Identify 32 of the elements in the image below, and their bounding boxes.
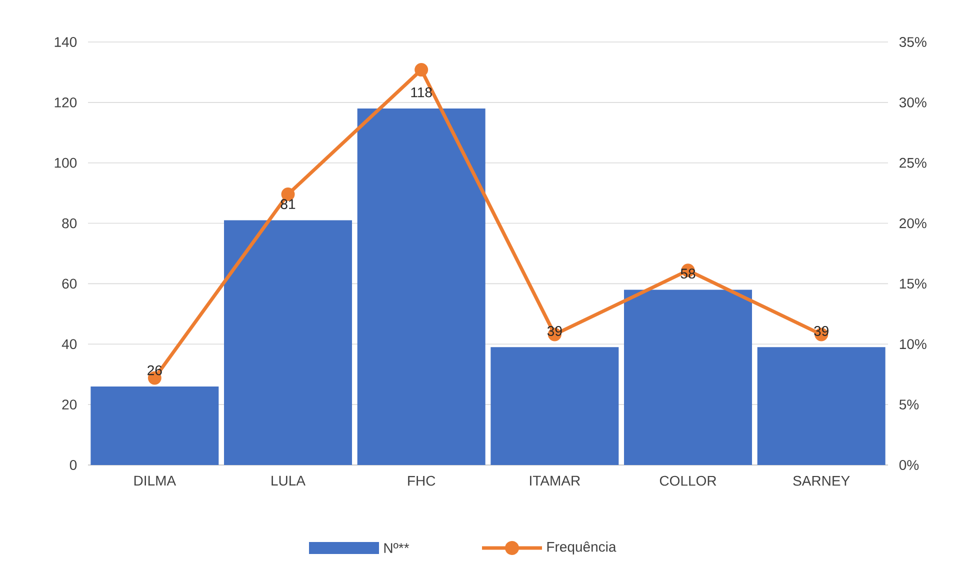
bar — [224, 220, 352, 465]
x-tick-label: FHC — [408, 476, 436, 486]
legend-label: Frequência — [547, 541, 616, 555]
legend-label: Nº** — [384, 543, 410, 553]
y-tick-label: 60 — [62, 278, 77, 289]
y-tick-label: 0 — [70, 460, 77, 470]
y-tick-label: 80 — [62, 218, 77, 228]
bar — [490, 347, 619, 465]
x-tick-label: SARNEY — [793, 476, 850, 486]
point — [414, 63, 428, 77]
bar — [624, 290, 752, 465]
bar — [357, 108, 486, 465]
bar — [90, 386, 219, 465]
y-tick-label: 140 — [54, 37, 77, 47]
data-label: 58 — [680, 268, 696, 279]
y2-tick-label: 10% — [900, 339, 926, 350]
y2-tick-label: 25% — [900, 158, 926, 168]
y-tick-label: 120 — [54, 97, 77, 108]
x-tick-label: COLLOR — [660, 476, 716, 486]
x-tick-label: LULA — [272, 476, 306, 486]
bar — [757, 347, 886, 465]
y2-tick-label: 35% — [899, 37, 926, 47]
y2-tick-label: 0% — [899, 460, 919, 470]
y-tick-label: 20 — [62, 400, 77, 410]
y2-tick-label: 30% — [899, 97, 926, 108]
y-tick-label: 100 — [54, 158, 77, 168]
x-tick-label: DILMA — [134, 476, 176, 486]
y-tick-label: 40 — [62, 339, 77, 350]
x-tick-label: ITAMAR — [530, 476, 580, 486]
y2-tick-label: 20% — [900, 218, 926, 228]
y2-tick-label: 5% — [899, 400, 919, 410]
y2-tick-label: 15% — [900, 278, 926, 289]
